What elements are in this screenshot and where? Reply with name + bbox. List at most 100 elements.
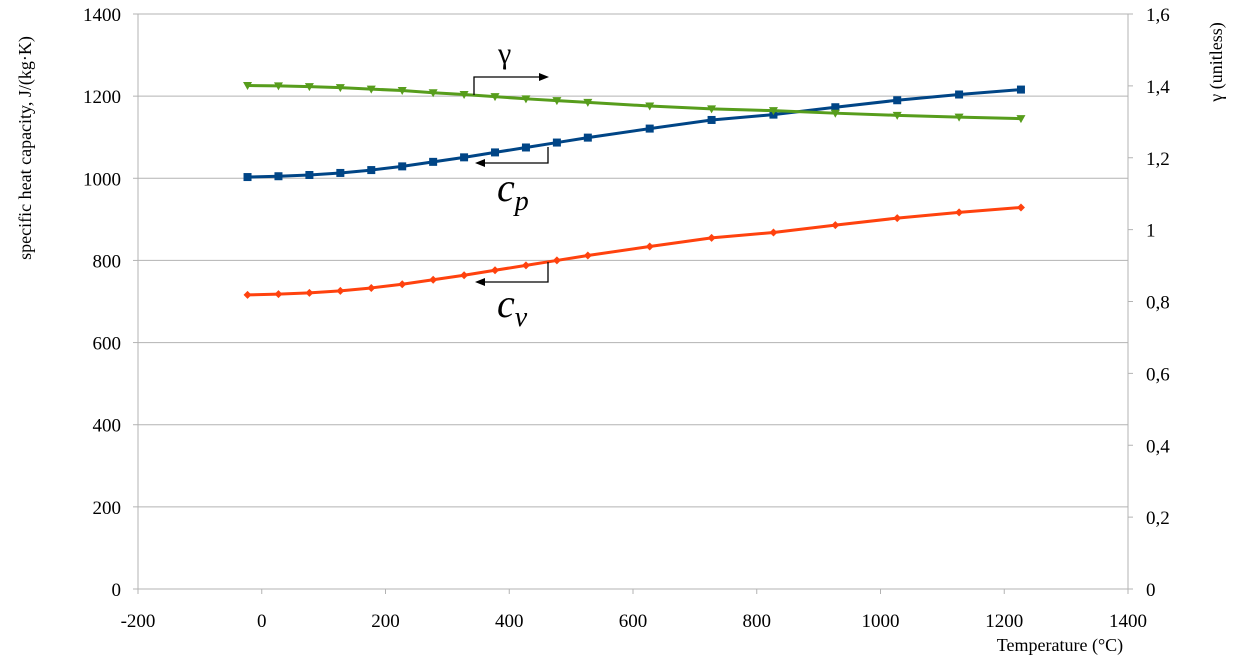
y-axis-left: 0 200 400 600 800 1000 1200 1400 <box>83 5 138 601</box>
data-point <box>521 261 530 270</box>
data-point <box>243 82 253 91</box>
x-tick-label: 1400 <box>1109 611 1147 632</box>
y-tick-label: 0 <box>112 580 122 601</box>
data-point <box>645 242 654 251</box>
x-tick-label: 800 <box>743 611 772 632</box>
cv-label-sub: v <box>515 302 528 333</box>
data-point <box>707 105 717 114</box>
series-line <box>247 88 1022 179</box>
gamma-arrowhead <box>539 73 549 81</box>
series-1 <box>243 203 1025 299</box>
y2-tick-label: 1 <box>1146 221 1156 242</box>
y-tick-label: 200 <box>93 498 122 519</box>
cv-label: cv <box>497 281 528 333</box>
gamma-annotation: γ <box>473 37 549 95</box>
x-tick-label: -200 <box>121 611 156 632</box>
cv-arrow <box>480 262 549 283</box>
data-point <box>429 275 438 284</box>
data-point <box>366 85 376 94</box>
series-2 <box>243 82 1026 124</box>
data-point <box>552 97 562 106</box>
x-tick-label: 200 <box>371 611 400 632</box>
data-point <box>707 115 716 124</box>
data-point <box>305 171 314 179</box>
data-point <box>769 228 778 237</box>
cv-annotation: cv <box>475 262 549 333</box>
y2-tick-label: 0,6 <box>1146 364 1170 385</box>
x-tick-label: 400 <box>495 611 524 632</box>
plot-frame <box>137 13 1129 590</box>
data-point <box>893 214 902 223</box>
data-point <box>274 290 283 299</box>
x-tick-label: 1000 <box>862 611 900 632</box>
y2-tick-label: 1,6 <box>1146 5 1170 26</box>
data-point <box>336 168 345 177</box>
data-point <box>490 93 500 102</box>
y-axis-right: 0 0,2 0,4 0,6 0,8 1 1,2 1,4 1,6 <box>1128 5 1170 601</box>
cv-arrowhead <box>475 278 485 286</box>
data-point <box>336 286 345 295</box>
x-axis: -200 0 200 400 600 800 1000 1200 1400 <box>121 589 1147 632</box>
data-point <box>305 288 314 297</box>
data-point <box>428 89 438 98</box>
data-point <box>398 162 407 171</box>
data-point <box>521 143 530 152</box>
data-point <box>893 96 902 105</box>
data-point <box>645 124 654 133</box>
data-point <box>491 266 500 275</box>
y-tick-label: 400 <box>93 416 122 437</box>
data-point <box>460 271 469 280</box>
data-point <box>397 87 407 96</box>
x-tick-label: 600 <box>619 611 648 632</box>
data-point <box>552 138 561 147</box>
cp-label-base: c <box>497 165 515 210</box>
cp-label: cp <box>497 165 529 217</box>
data-point <box>243 173 252 182</box>
y2-tick-label: 0,2 <box>1146 508 1170 529</box>
data-point <box>429 157 438 166</box>
data-point <box>768 107 778 116</box>
cv-label-base: c <box>497 281 515 326</box>
data-point <box>367 166 376 175</box>
data-point <box>274 172 283 181</box>
series-0 <box>243 85 1025 182</box>
y2-tick-label: 1,4 <box>1146 77 1170 98</box>
gridlines <box>138 13 1128 590</box>
data-point <box>304 83 314 92</box>
y2-tick-label: 0 <box>1146 580 1156 601</box>
data-point <box>830 109 840 118</box>
data-point <box>955 208 964 217</box>
data-point <box>583 251 592 260</box>
data-point <box>1016 203 1025 212</box>
y-axis-title-left: specific heat capacity, J/(kg·K) <box>15 36 36 260</box>
cp-annotation: cp <box>475 147 549 217</box>
y-tick-label: 600 <box>93 334 122 355</box>
series-line <box>247 84 1021 121</box>
x-tick-label: 1200 <box>985 611 1023 632</box>
data-point <box>335 84 345 93</box>
y-tick-label: 800 <box>93 251 122 272</box>
data-point <box>1016 85 1025 94</box>
data-point <box>460 153 469 162</box>
data-point <box>398 280 407 289</box>
data-point <box>831 221 840 230</box>
data-point <box>273 82 283 91</box>
y-axis-title-right: γ (unitless) <box>1206 22 1227 102</box>
data-point <box>491 148 500 157</box>
gamma-label: γ <box>497 37 511 70</box>
data-point <box>892 111 902 120</box>
data-point <box>243 290 252 299</box>
y2-tick-label: 0,8 <box>1146 293 1170 314</box>
data-point <box>367 283 376 292</box>
data-point <box>521 95 531 104</box>
data-point <box>954 113 964 122</box>
data-point <box>459 91 469 99</box>
cp-arrowhead <box>475 159 485 167</box>
data-point <box>552 256 561 265</box>
y2-tick-label: 1,2 <box>1146 149 1170 170</box>
data-point <box>583 98 593 107</box>
y-tick-label: 1400 <box>83 5 121 26</box>
data-point <box>707 233 716 242</box>
series-layer <box>243 82 1026 299</box>
